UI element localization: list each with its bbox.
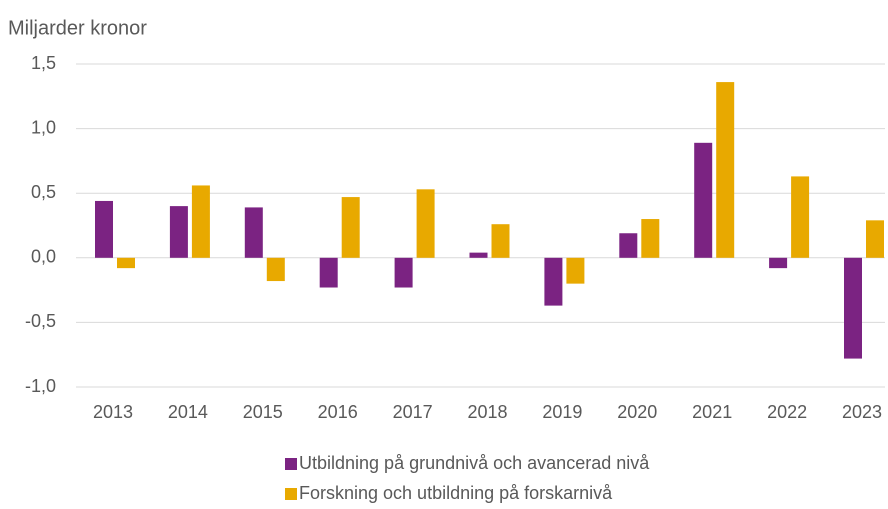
bar	[491, 224, 510, 258]
y-tick-label: 1,5	[31, 53, 56, 73]
legend-label: Utbildning på grundnivå och avancerad ni…	[299, 453, 650, 473]
bar	[844, 257, 862, 359]
bar	[416, 189, 435, 258]
x-tick-label: 2018	[467, 402, 507, 422]
bar	[769, 257, 788, 269]
bar	[266, 257, 285, 282]
legend-swatch	[285, 458, 297, 470]
bar	[469, 252, 488, 258]
x-tick-label: 2022	[767, 402, 807, 422]
bar	[169, 206, 188, 258]
bar	[341, 197, 360, 258]
x-tick-label: 2023	[842, 402, 882, 422]
bar	[716, 82, 735, 258]
axis-title: Miljarder kronor	[8, 17, 147, 39]
bar	[191, 185, 210, 258]
y-tick-label: 1,0	[31, 117, 56, 137]
legend-swatch	[285, 488, 297, 500]
x-tick-label: 2017	[393, 402, 433, 422]
x-tick-label: 2013	[93, 402, 133, 422]
x-tick-label: 2015	[243, 402, 283, 422]
y-tick-label: -0,5	[25, 311, 56, 331]
x-tick-label: 2016	[318, 402, 358, 422]
bar	[641, 219, 660, 258]
bar	[566, 257, 585, 284]
bar	[117, 257, 135, 269]
legend-label: Forskning och utbildning på forskarnivå	[299, 483, 613, 503]
bar	[244, 207, 263, 258]
x-tick-label: 2021	[692, 402, 732, 422]
bar	[791, 176, 810, 258]
y-tick-label: -1,0	[25, 376, 56, 396]
x-tick-label: 2020	[617, 402, 657, 422]
bar	[544, 257, 563, 306]
x-tick-label: 2019	[542, 402, 582, 422]
bar	[319, 257, 338, 288]
y-tick-label: 0,0	[31, 247, 56, 267]
bar	[866, 220, 884, 258]
bar	[95, 200, 113, 258]
y-tick-label: 0,5	[31, 182, 56, 202]
x-tick-label: 2014	[168, 402, 208, 422]
bar	[619, 233, 638, 258]
bar	[394, 257, 413, 288]
bar	[694, 142, 713, 258]
